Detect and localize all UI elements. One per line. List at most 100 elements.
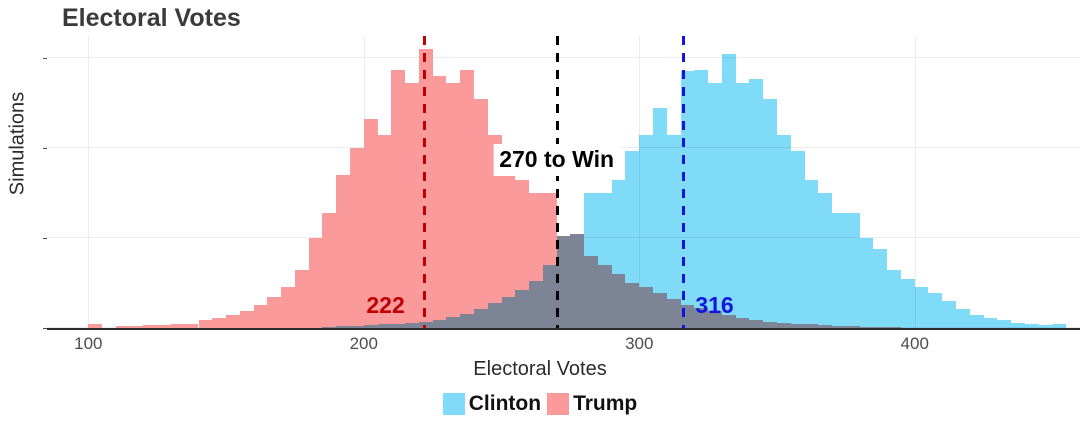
histogram-bar-clinton [832, 213, 846, 328]
histogram-bar-clinton [763, 98, 777, 328]
histogram-bar-clinton [942, 301, 957, 328]
histogram-bar-clinton [377, 324, 392, 328]
plot-inner [47, 36, 1080, 328]
histogram-bar-trump [184, 323, 199, 328]
page-title: Electoral Votes [62, 4, 241, 32]
histogram-bar-trump [473, 98, 488, 328]
histogram-bar-clinton [666, 134, 681, 328]
histogram-bar-trump [363, 119, 378, 328]
histogram-bar-clinton [873, 249, 888, 328]
histogram-bar-clinton [336, 326, 350, 328]
histogram-bar-clinton [790, 150, 805, 328]
histogram-bar-trump [226, 314, 240, 328]
histogram-bar-clinton [501, 296, 516, 328]
legend-swatch-icon [547, 393, 570, 415]
histogram-bar-trump [239, 310, 254, 328]
histogram-bar-clinton [487, 303, 502, 328]
histogram-bar-clinton [473, 309, 488, 328]
histogram-bar-clinton [432, 319, 447, 328]
x-tick-label: 200 [349, 334, 378, 353]
histogram-bar-clinton [735, 83, 750, 328]
histogram-bar-clinton [969, 314, 984, 328]
histogram-bar-clinton [446, 316, 461, 328]
histogram-bar-trump [350, 148, 364, 328]
histogram-bar-trump [253, 304, 268, 328]
histogram-bar-trump [267, 296, 282, 328]
histogram-bar-clinton [529, 280, 543, 328]
annotation-trump-mean: 222 [366, 292, 405, 318]
histogram-bar-trump [336, 175, 350, 328]
histogram-bar-clinton [721, 53, 736, 328]
histogram-bar-clinton [749, 78, 764, 328]
histogram-bar-clinton [804, 179, 819, 328]
histogram-bar-clinton [391, 323, 406, 328]
histogram-bar-clinton [515, 289, 530, 328]
histogram-bar-clinton [914, 286, 929, 328]
histogram-bar-trump [446, 83, 461, 328]
histogram-bar-trump [501, 150, 516, 328]
legend-item-trump[interactable]: Trump [547, 392, 637, 416]
annotation-clinton-mean: 316 [695, 292, 734, 318]
histogram-bar-clinton [776, 134, 791, 328]
histogram-bar-clinton [639, 134, 654, 328]
annotation-threshold: 270 to Win [493, 144, 621, 176]
histogram-bar-clinton [1038, 325, 1053, 328]
legend-item-clinton[interactable]: Clinton [442, 392, 542, 416]
histogram-bar-clinton [542, 265, 557, 328]
histogram-bar-clinton [556, 235, 571, 328]
histogram-bar-clinton [1052, 323, 1067, 328]
histogram-bar-trump [129, 325, 144, 328]
histogram-bar-trump [115, 326, 130, 328]
y-tick-mark [43, 238, 47, 240]
histogram-bar-trump [460, 69, 474, 328]
reference-line-trump-mean [423, 36, 427, 328]
y-tick-mark [43, 148, 47, 150]
histogram-bar-trump [405, 83, 419, 328]
reference-line-clinton-mean [682, 36, 686, 328]
histogram-bar-trump [308, 238, 323, 328]
histogram-bar-trump [143, 325, 158, 328]
histogram-bar-clinton [694, 69, 709, 328]
histogram-bar-clinton [956, 309, 970, 328]
reference-line-threshold [555, 36, 559, 328]
histogram-bar-clinton [322, 326, 337, 328]
x-axis-title: Electoral Votes [473, 358, 607, 380]
legend-label: Trump [573, 392, 638, 415]
histogram-bar-clinton [900, 278, 915, 328]
histogram-bar-trump [322, 213, 337, 328]
histogram-bar-clinton [597, 193, 612, 328]
legend-swatch-icon [442, 393, 465, 415]
histogram-bar-clinton [405, 322, 419, 328]
histogram-bar-clinton [997, 319, 1012, 328]
legend-label: Clinton [468, 392, 542, 415]
histogram-bar-trump [88, 324, 103, 328]
histogram-bar-trump [170, 324, 185, 328]
x-axis-line [47, 328, 1080, 330]
histogram-bar-trump [281, 286, 295, 328]
y-axis-title: Simulations [6, 91, 29, 196]
histogram-bar-trump [487, 134, 502, 328]
histogram-bar-clinton [859, 238, 874, 328]
gridline-horizontal [47, 57, 1080, 59]
plot-area: 222 270 to Win 316 [47, 36, 1080, 328]
gridline-vertical [88, 36, 90, 328]
histogram-bar-clinton [818, 193, 833, 328]
y-tick-mark [43, 328, 47, 329]
histogram-bar-trump [198, 319, 213, 328]
histogram-bar-clinton [584, 193, 598, 328]
histogram-bar-clinton [625, 150, 640, 328]
histogram-bar-clinton [1024, 324, 1039, 328]
histogram-bar-clinton [363, 325, 378, 328]
histogram-bar-clinton [708, 83, 722, 328]
histogram-bar-trump [294, 269, 309, 328]
histogram-bar-clinton [928, 292, 943, 328]
histogram-bar-clinton [887, 269, 901, 328]
x-tick-label: 100 [74, 334, 103, 353]
histogram-bar-clinton [983, 318, 998, 328]
histogram-bar-trump [157, 324, 171, 328]
legend: Clinton Trump [0, 392, 1080, 416]
gridline-vertical [914, 36, 916, 328]
x-tick-label: 300 [625, 334, 654, 353]
histogram-bar-clinton [570, 233, 585, 328]
